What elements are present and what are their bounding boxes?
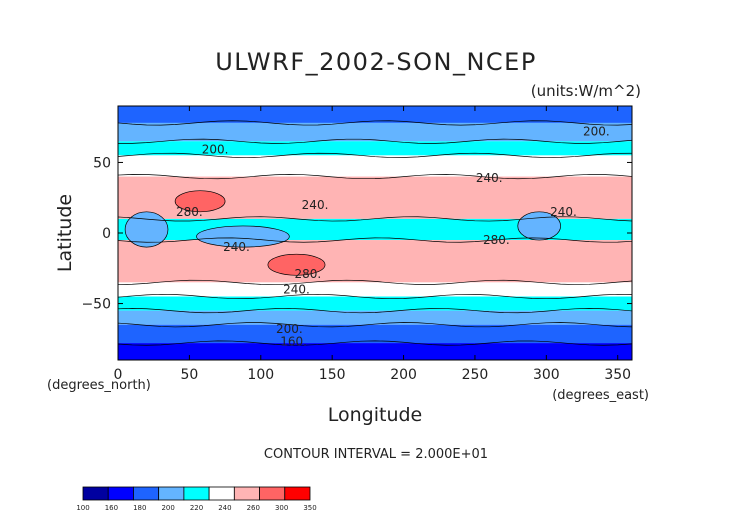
contour-label: 240.: [223, 240, 250, 254]
latitude-band-11: [118, 343, 632, 360]
contour-line-9: [118, 322, 632, 328]
latitude-band-6: [118, 240, 632, 283]
x-tick-label: 0: [114, 367, 123, 383]
contour-line-4: [118, 216, 632, 222]
colorbar-label: 350: [303, 504, 316, 512]
x-tick-label: 150: [319, 367, 346, 383]
y-axis-label: Latitude: [54, 194, 76, 272]
colorbar-label: 220: [190, 504, 203, 512]
colorbar-swatch: [183, 486, 210, 501]
x-tick-label: 50: [180, 367, 198, 383]
contour-line-3: [118, 174, 632, 180]
contour-line-10: [118, 340, 632, 346]
y-tick-label: 0: [102, 226, 111, 242]
cold-patch-1: [196, 225, 290, 248]
colorbar-label: 160: [105, 504, 118, 512]
contour-field: [118, 106, 632, 360]
contour-line-0: [118, 120, 632, 126]
x-tick-label: 350: [604, 367, 631, 383]
colorbar-label: 200: [161, 504, 174, 512]
colorbar-swatch: [208, 486, 235, 501]
latitude-band-0: [118, 106, 632, 123]
warm-patch-0: [174, 190, 226, 213]
x-tick-label: 300: [533, 367, 560, 383]
contour-label: 280.: [483, 233, 510, 247]
x-tick-label: 100: [247, 367, 274, 383]
colorbar: 100 160 180 200 220 240 260 300 350: [76, 486, 317, 512]
y-axis: 50 0 −50: [81, 155, 632, 313]
contour-line-8: [118, 308, 632, 314]
latitude-band-2: [118, 141, 632, 156]
contour-line-2: [118, 152, 632, 158]
colorbar-label: 300: [275, 504, 288, 512]
colorbar-swatch: [107, 486, 134, 501]
contour-label: 280.: [295, 267, 322, 281]
colorbar-swatch: [233, 486, 260, 501]
colorbar-label: 240: [218, 504, 231, 512]
contour-label: 240.: [476, 171, 503, 185]
y-tick-label: 50: [93, 155, 111, 171]
contour-line-5: [118, 237, 632, 243]
x-axis: 0 50 100 150 200 250 300 350: [114, 106, 631, 383]
colorbar-label: 180: [133, 504, 146, 512]
chart-title: ULWRF_2002-SON_NCEP: [215, 48, 537, 76]
colorbar-label: 260: [247, 504, 260, 512]
latitude-band-3: [118, 155, 632, 177]
contour-label: 280.: [176, 205, 203, 219]
colorbar-swatch: [259, 486, 286, 501]
contour-label: 240.: [302, 198, 329, 212]
cold-patch-0: [124, 211, 169, 248]
contour-label: 160.: [280, 335, 307, 349]
latitude-band-10: [118, 324, 632, 344]
y-tick-label: −50: [81, 297, 111, 313]
colorbar-swatch: [82, 486, 109, 501]
contour-label: 200.: [583, 124, 610, 138]
x-unit-note: (degrees_east): [552, 388, 649, 403]
contour-line-1: [118, 138, 632, 144]
latitude-band-7: [118, 282, 632, 297]
contour-label: 200.: [202, 143, 229, 157]
contour-line-7: [118, 293, 632, 300]
colorbar-swatch: [284, 486, 311, 501]
y-unit-note: (degrees_north): [47, 378, 151, 393]
contour-line-6: [118, 279, 632, 285]
contour-label: 240.: [550, 205, 577, 219]
latitude-band-8: [118, 296, 632, 311]
colorbar-label: 100: [76, 504, 89, 512]
colorbar-swatch: [158, 486, 185, 501]
latitude-band-9: [118, 310, 632, 325]
contour-interval-label: CONTOUR INTERVAL = 2.000E+01: [264, 447, 488, 462]
warm-patch-1: [267, 253, 326, 276]
x-tick-label: 250: [462, 367, 489, 383]
x-axis-label: Longitude: [328, 404, 423, 426]
latitude-band-1: [118, 122, 632, 142]
contour-label: 200.: [276, 322, 303, 336]
x-tick-label: 200: [390, 367, 417, 383]
contour-label: 240.: [283, 282, 310, 296]
units-label: (units:W/m^2): [531, 82, 641, 100]
colorbar-swatch: [133, 486, 160, 501]
contour-labels: 200.200.240.240.280. 240.240.280.280.240.…: [176, 124, 610, 348]
